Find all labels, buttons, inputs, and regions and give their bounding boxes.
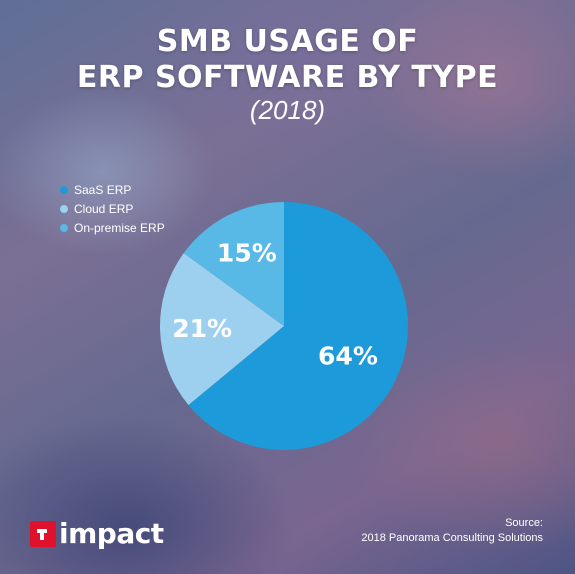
impact-logo-icon [30, 521, 56, 547]
legend-item-0: SaaS ERP [60, 180, 165, 199]
legend-swatch-1 [60, 204, 68, 213]
legend-label-1: Cloud ERP [74, 201, 134, 216]
source-heading: Source: [505, 517, 543, 529]
legend: SaaS ERP Cloud ERP On-premise ERP [60, 180, 165, 237]
legend-label-0: SaaS ERP [74, 182, 132, 197]
legend-item-1: Cloud ERP [60, 199, 165, 218]
subtitle: (2018) [249, 95, 326, 125]
legend-item-2: On-premise ERP [60, 218, 165, 237]
title-line-1: SMB USAGE OF [156, 24, 419, 59]
source-note: Source: 2018 Panorama Consulting Solutio… [361, 516, 543, 546]
legend-label-2: On-premise ERP [74, 220, 165, 235]
legend-swatch-0 [60, 185, 68, 194]
pie-slice-2 [183, 202, 284, 326]
legend-swatch-2 [60, 223, 68, 232]
pie-label-0: 64% [318, 342, 378, 371]
source-text: 2018 Panorama Consulting Solutions [361, 532, 543, 544]
pie-slice-0 [188, 202, 408, 451]
title-block: SMB USAGE OF ERP SOFTWARE BY TYPE (2018) [0, 24, 575, 125]
title-line-2: ERP SOFTWARE BY TYPE [76, 60, 499, 95]
pie-label-1: 21% [172, 314, 232, 343]
impact-logo: impact [30, 520, 164, 548]
pie-slice-1 [159, 253, 284, 406]
pie-label-2: 15% [217, 239, 277, 268]
impact-logo-text: impact [59, 517, 164, 550]
